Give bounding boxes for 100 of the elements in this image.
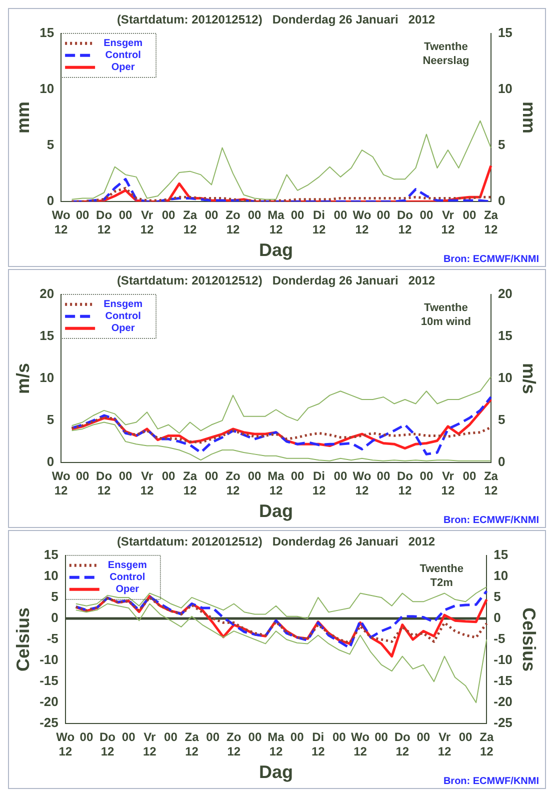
x-tick-label: Vr 12 — [140, 208, 154, 237]
x-tick-label: Vr 12 — [441, 469, 455, 498]
chart-title: (Startdatum: 2012012512) Donderdag 26 Januari 2012 — [116, 274, 436, 288]
x-tick-label: 00 — [80, 730, 94, 744]
text: Bron: ECMWF/KNMI — [443, 514, 540, 526]
x-tick-label: 00 — [76, 469, 90, 484]
line-series — [70, 186, 492, 202]
chart-title: (Startdatum: 2012012512) Donderdag 26 Januari 2012 — [116, 534, 436, 549]
y-tick-label: -20 — [40, 694, 58, 710]
x-tick-label: 00 — [118, 469, 133, 484]
text: Bron: ECMWF/KNMI — [443, 254, 540, 265]
x-tick-label: Vr 12 — [140, 469, 154, 498]
x-tick-label: 00 — [376, 208, 390, 222]
x-tick-label: 00 — [204, 208, 219, 222]
x-tick-label: Za 12 — [184, 730, 200, 759]
x-tick-label: 00 — [290, 469, 304, 484]
y-tick-label: -5 — [46, 631, 58, 646]
x-tick-label: 00 — [462, 469, 476, 484]
legend-label: Ensgem — [104, 299, 143, 310]
x-tick-label: 00 — [462, 208, 476, 222]
y2-tick-label: 0 — [498, 193, 506, 208]
annotation: Twenthe 10m wind — [420, 302, 472, 328]
y2-tick-label: 10 — [494, 568, 508, 584]
x-tick-label: 00 — [376, 469, 390, 484]
x-tick-label: Do 12 — [96, 469, 112, 498]
legend-label: Ensgem — [108, 560, 147, 572]
y-tick-label: 0 — [46, 454, 54, 470]
y-tick-label: 10 — [40, 81, 54, 96]
x-tick-label: 00 — [334, 469, 348, 484]
x-tick-label: 00 — [162, 208, 176, 222]
x-tick-label: Wo 12 — [52, 208, 70, 237]
x-tick-label: 00 — [76, 208, 90, 222]
y-tick-label: 5 — [51, 589, 58, 604]
y2-tick-label: 15 — [494, 546, 508, 562]
x-tick-label: Wo 12 — [351, 730, 370, 759]
y2-tick-label: -10 — [494, 652, 512, 668]
y-axis-title: Celsius — [12, 607, 33, 672]
y-tick-label: 0 — [51, 610, 58, 626]
legend-label: Control — [105, 311, 142, 322]
x-tick-label: Do 12 — [396, 208, 413, 237]
y2-axis-title: m/s — [519, 362, 540, 394]
x-tick-label: 00 — [206, 730, 220, 744]
x-tick-label: Do 12 — [100, 730, 116, 759]
x-tick-label: Wo 12 — [352, 469, 372, 498]
y-tick-label: 0 — [46, 193, 54, 208]
y2-tick-label: 10 — [498, 370, 512, 386]
y2-tick-label: 10 — [498, 81, 512, 96]
legend-label: Oper — [111, 62, 135, 74]
y-axis-title: mm — [12, 101, 33, 134]
y-tick-label: 10 — [44, 568, 58, 584]
y2-tick-label: 5 — [494, 589, 501, 604]
y2-tick-label: 0 — [498, 454, 506, 470]
y2-tick-label: 5 — [498, 412, 506, 428]
x-tick-label: 00 — [162, 469, 176, 484]
y2-axis-title: Celsius — [519, 607, 540, 672]
y-tick-label: 15 — [40, 328, 54, 344]
x-tick-label: Za 12 — [484, 469, 498, 498]
x-tick-label: Wo 12 — [52, 469, 70, 498]
x-tick-label: 00 — [122, 730, 136, 744]
annotation: Twenthe Neerslag — [422, 40, 470, 67]
x-tick-label: Di 12 — [312, 208, 326, 237]
x-tick-label: Za 12 — [183, 208, 198, 237]
x-tick-label: 00 — [420, 469, 434, 484]
y-tick-label: 5 — [46, 412, 54, 428]
y2-tick-label: -15 — [494, 673, 512, 688]
x-tick-label: 00 — [416, 730, 430, 744]
y-axis-title: m/s — [12, 362, 33, 394]
x-tick-label: Vr 12 — [441, 208, 455, 237]
y-tick-label: 15 — [40, 24, 54, 40]
y-tick-label: 15 — [44, 546, 58, 562]
y2-tick-label: 0 — [494, 610, 501, 626]
x-tick-label: Do 12 — [396, 469, 413, 498]
y-tick-label: -15 — [40, 673, 58, 688]
x-tick-label: Za 12 — [484, 208, 498, 237]
annotation: Twenthe T2m — [420, 562, 464, 589]
line-series — [74, 596, 488, 644]
legend-label: Ensgem — [104, 38, 143, 50]
legend-label: Control — [105, 50, 142, 62]
x-tick-label: 00 — [374, 730, 388, 744]
y-tick-label: 20 — [40, 286, 54, 301]
x-axis-title: Dag — [258, 240, 294, 260]
x-axis-title: Dag — [258, 762, 294, 782]
y2-tick-label: -5 — [494, 631, 506, 646]
x-tick-label: 00 — [458, 730, 473, 744]
y2-axis-title: mm — [519, 101, 540, 134]
x-tick-label: Za 12 — [480, 730, 494, 759]
x-axis-title: Dag — [258, 501, 294, 522]
x-tick-label: 00 — [420, 208, 434, 222]
x-tick-label: 00 — [164, 730, 178, 744]
legend-label: Oper — [116, 584, 140, 596]
y2-tick-label: 5 — [498, 137, 506, 152]
x-tick-label: Zo 12 — [226, 469, 240, 498]
x-tick-label: Ma 12 — [268, 730, 285, 759]
x-tick-label: 00 — [290, 730, 304, 744]
x-tick-label: Wo 12 — [352, 208, 372, 237]
x-tick-label: 00 — [204, 469, 219, 484]
y2-tick-label: 15 — [498, 24, 512, 40]
x-tick-label: Di 12 — [312, 469, 326, 498]
x-tick-label: Wo 12 — [56, 730, 75, 759]
x-tick-label: Zo 12 — [226, 730, 242, 759]
